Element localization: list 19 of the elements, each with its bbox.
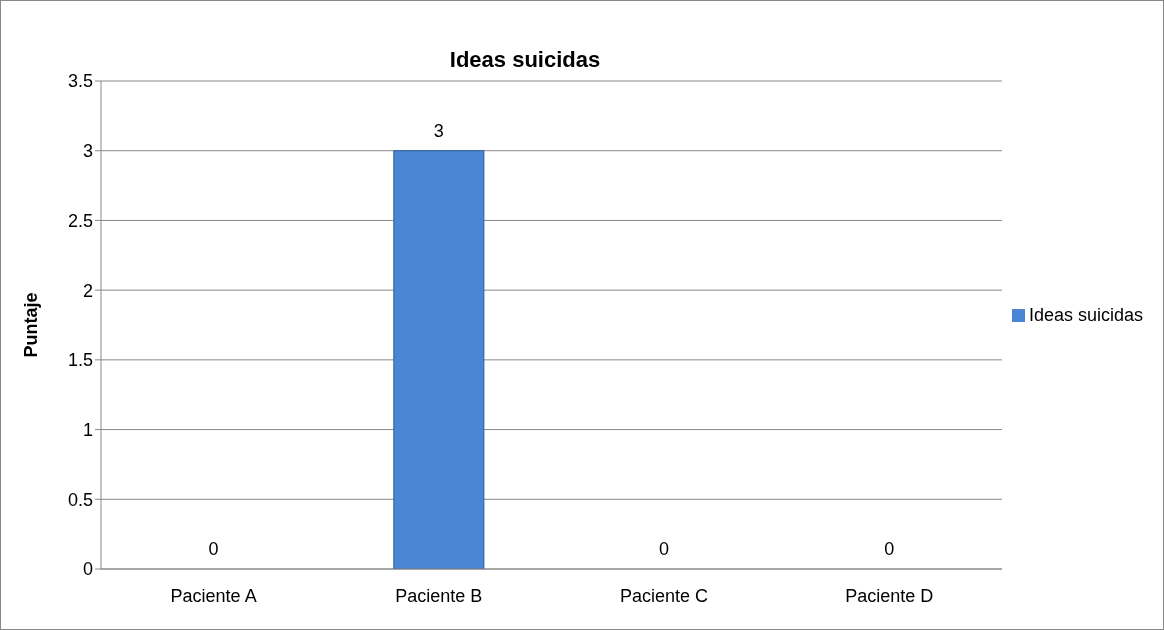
y-tick-label: 1 bbox=[82, 419, 93, 440]
data-label: 0 bbox=[659, 539, 670, 559]
x-tick-label: Paciente A bbox=[170, 585, 257, 606]
data-label: 0 bbox=[208, 539, 219, 559]
y-tick-label: 2.5 bbox=[67, 210, 93, 231]
y-tick-label: 3.5 bbox=[67, 71, 93, 92]
x-tick-label: Paciente B bbox=[395, 585, 483, 606]
y-tick-label: 3 bbox=[82, 141, 93, 162]
data-label: 0 bbox=[884, 539, 895, 559]
y-tick-label: 2 bbox=[82, 280, 93, 301]
chart-title: Ideas suicidas bbox=[448, 47, 602, 73]
data-label: 3 bbox=[433, 120, 444, 141]
y-tick-label: 1.5 bbox=[67, 350, 93, 371]
legend-label: Ideas suicidas bbox=[1028, 304, 1143, 325]
x-tick-label: Paciente D bbox=[845, 585, 934, 606]
y-tick-label: 0.5 bbox=[67, 489, 93, 510]
y-tick-label: 0 bbox=[82, 559, 93, 580]
x-tick-label: Paciente C bbox=[620, 585, 709, 606]
y-axis-title: Puntaje bbox=[21, 292, 42, 358]
